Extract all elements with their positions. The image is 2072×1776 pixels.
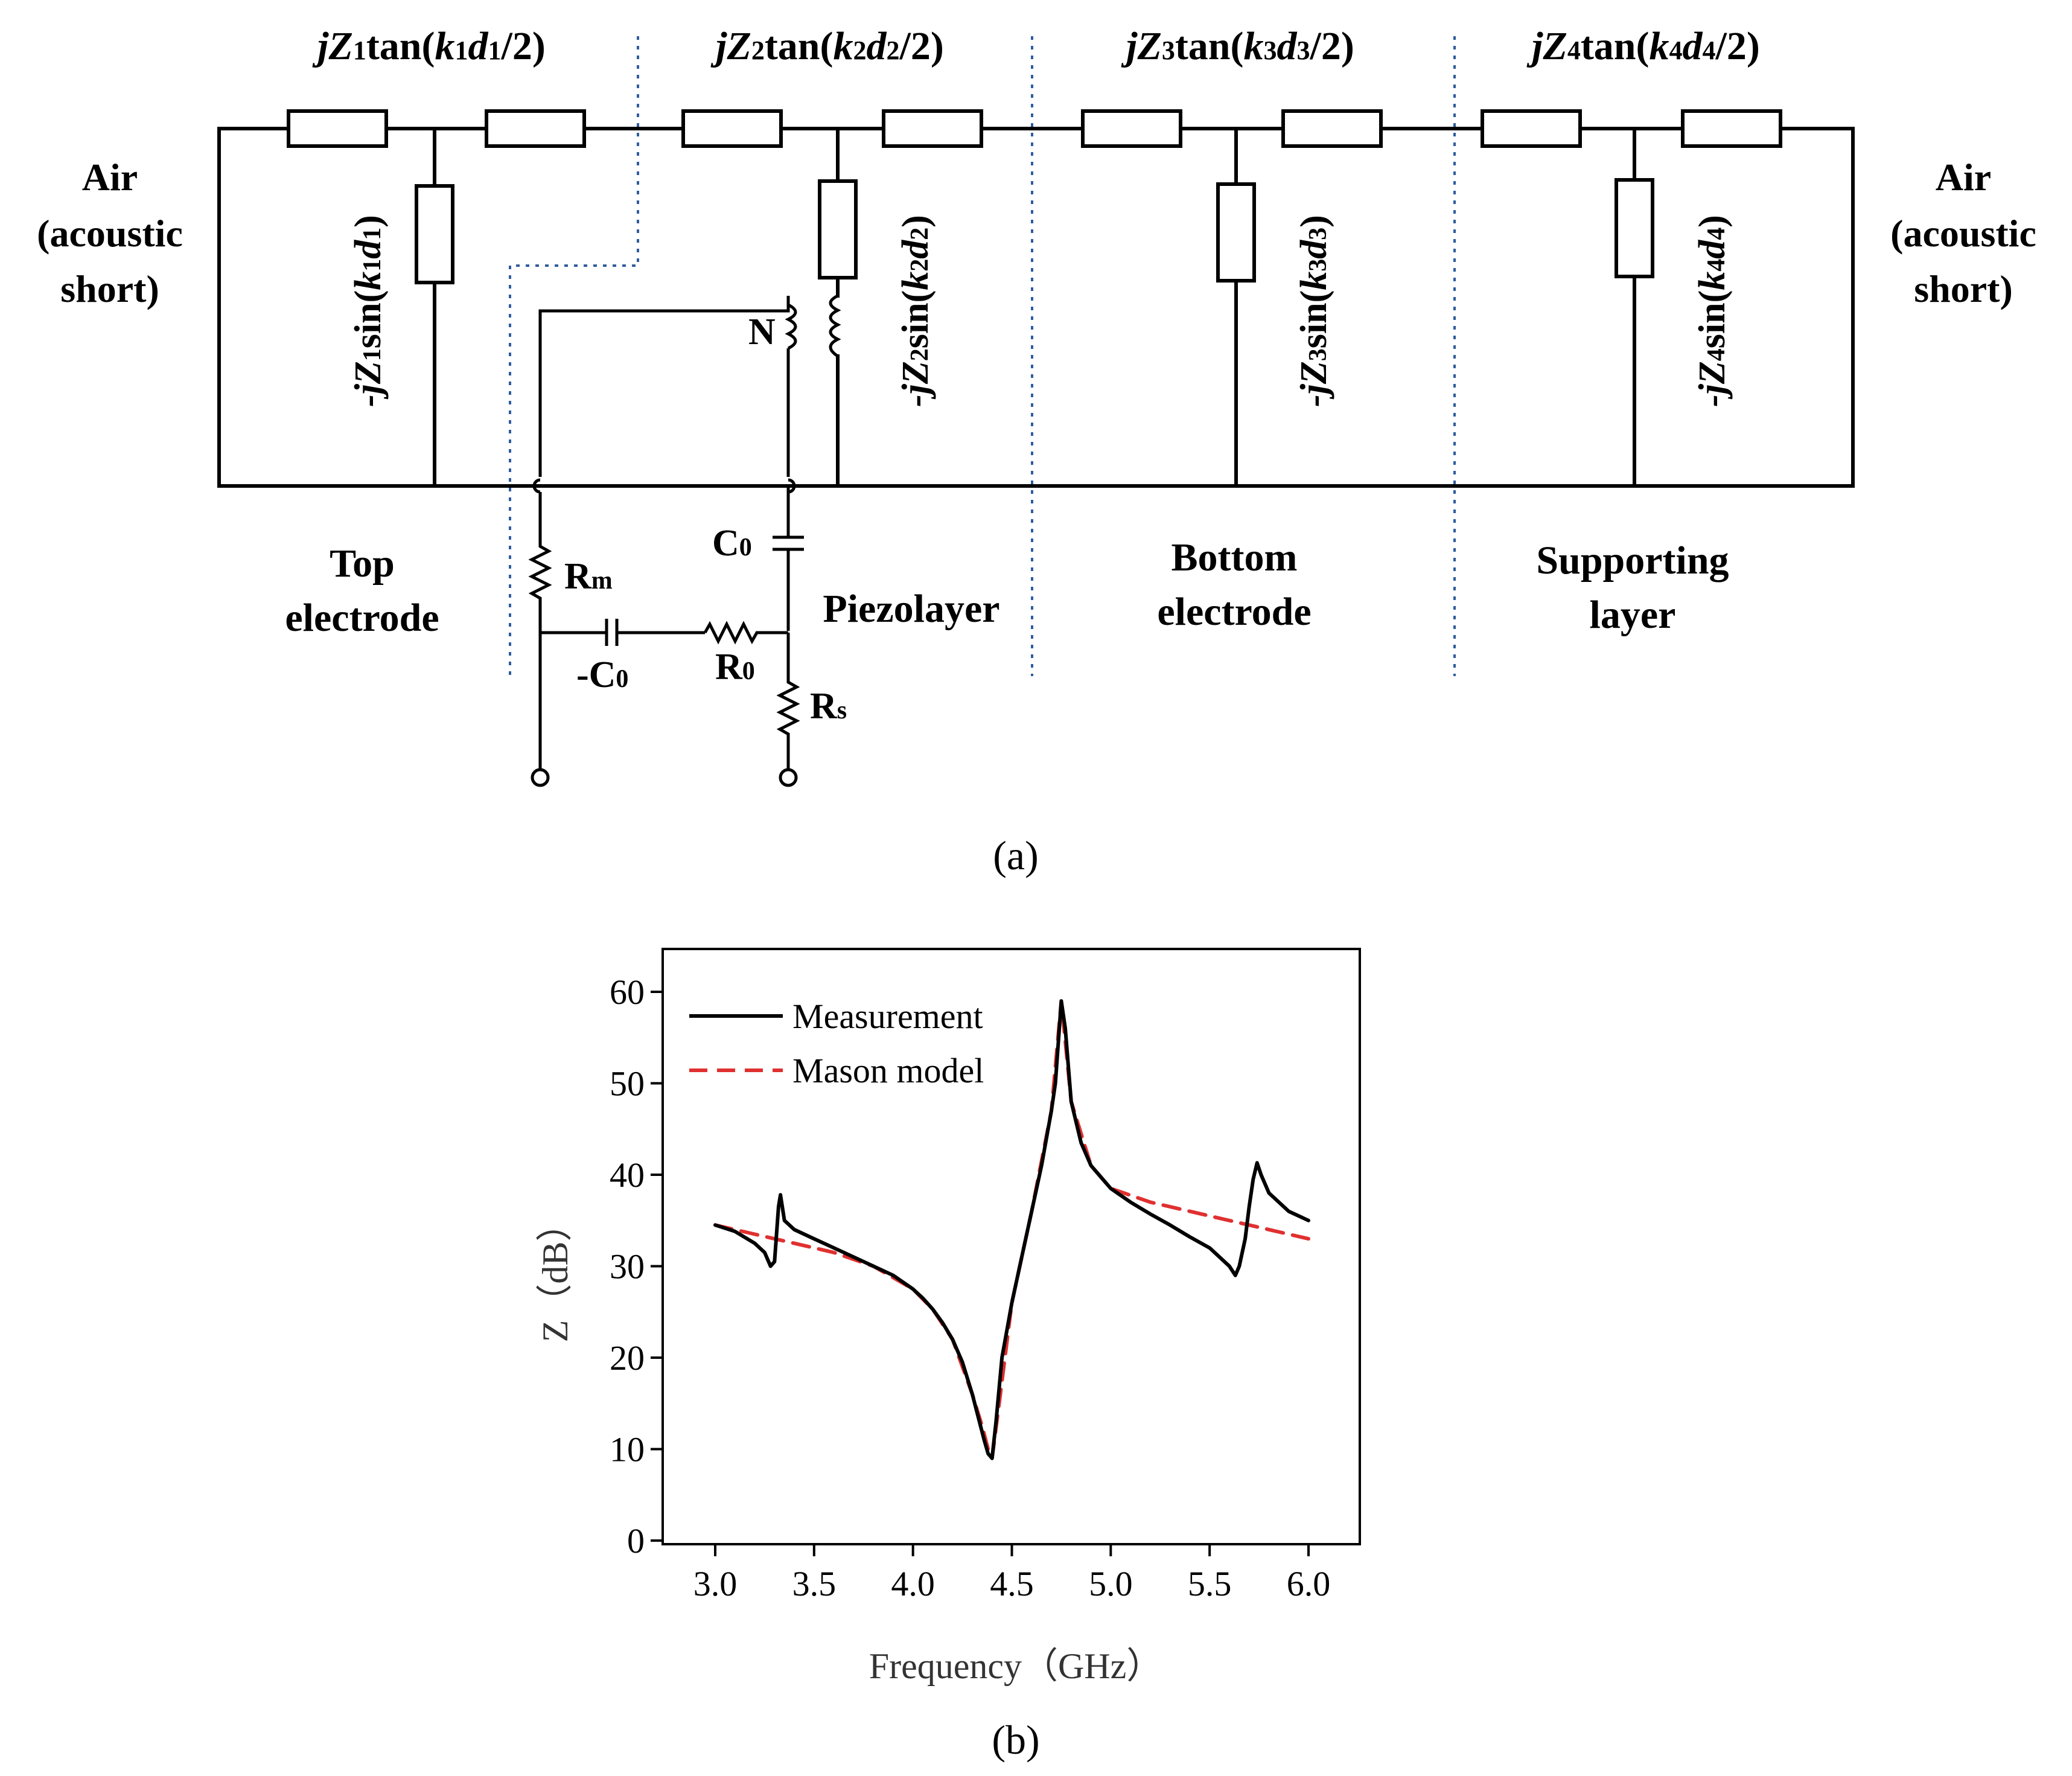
y-tick-label: 20 bbox=[610, 1338, 645, 1378]
y-tick-label: 30 bbox=[610, 1247, 645, 1286]
supporting-layer-label-2: layer bbox=[1590, 593, 1676, 637]
y-tick-label: 50 bbox=[610, 1064, 645, 1104]
right-terminal bbox=[779, 768, 798, 787]
rs-resistor bbox=[776, 633, 800, 770]
series-label-3: jZ3tan(k3d3/2) bbox=[1121, 24, 1354, 68]
x-tick-label: 5.5 bbox=[1188, 1564, 1232, 1603]
x-tick-label: 5.0 bbox=[1089, 1564, 1133, 1603]
rm-label: Rm bbox=[564, 556, 613, 597]
series-box-4a bbox=[1481, 109, 1582, 148]
bottom-electrode-label-1: Bottom bbox=[1171, 535, 1298, 580]
layer-labels: Top electrode Piezolayer Bottom electrod… bbox=[285, 535, 1729, 640]
svg-text:Air: Air bbox=[82, 156, 138, 199]
y-tick-label: 40 bbox=[610, 1155, 645, 1195]
component-labels: N C0 Rm -C0 R0 Rs bbox=[564, 311, 847, 727]
c0-capacitor bbox=[773, 531, 804, 631]
air-left-label: Air (acoustic short) bbox=[37, 156, 183, 310]
caption-a: (a) bbox=[993, 832, 1038, 878]
series-box-2a bbox=[681, 109, 783, 148]
shunt-box-2 bbox=[818, 179, 858, 279]
y-tick-label: 60 bbox=[610, 973, 645, 1012]
supporting-layer-label-1: Supporting bbox=[1536, 538, 1729, 583]
shunt-branches bbox=[415, 127, 1654, 488]
rm-resistor bbox=[528, 492, 552, 770]
x-tick-label: 6.0 bbox=[1287, 1564, 1331, 1603]
legend-label-measurement: Measurement bbox=[792, 997, 983, 1036]
series-box-4b bbox=[1681, 109, 1782, 148]
x-tick-label: 3.0 bbox=[693, 1564, 738, 1603]
shunt-box-1 bbox=[415, 184, 454, 284]
series-layer bbox=[713, 999, 1310, 1460]
svg-text:(acoustic: (acoustic bbox=[1890, 212, 2036, 255]
svg-text:(acoustic: (acoustic bbox=[37, 212, 183, 255]
svg-text:Air: Air bbox=[1936, 156, 1991, 199]
series-impedance-labels: jZ1tan(k1d1/2) jZ2tan(k2d2/2) jZ3tan(k3d… bbox=[312, 24, 1760, 68]
series-label-1: jZ1tan(k1d1/2) bbox=[312, 24, 546, 68]
transformer bbox=[785, 294, 841, 531]
primary-loop-wire bbox=[538, 296, 790, 477]
shunt-box-3 bbox=[1216, 182, 1256, 283]
y-tick-label: 0 bbox=[627, 1521, 645, 1560]
series-line-measurement bbox=[713, 999, 1310, 1460]
impedance-chart: 0 10 20 30 40 50 60 3.0 3.5 4.0 4.5 5.0 5.5 6.0 Meas… bbox=[535, 948, 1361, 1763]
series-box-1b bbox=[485, 109, 586, 148]
piezolayer-label: Piezolayer bbox=[823, 587, 999, 631]
x-tick-label: 4.0 bbox=[891, 1564, 935, 1603]
x-axis-ticks: 3.0 3.5 4.0 4.5 5.0 5.5 6.0 bbox=[693, 1544, 1331, 1603]
air-right-label: Air (acoustic short) bbox=[1890, 156, 2036, 310]
svg-text:short): short) bbox=[1914, 267, 2013, 310]
r0-resistor bbox=[703, 621, 788, 645]
transformer-secondary-coil bbox=[829, 294, 841, 358]
shunt-label-4: -jZ4sin(k4d4) bbox=[1692, 215, 1733, 407]
shunt-label-3: -jZ3sin(k3d3) bbox=[1293, 215, 1334, 407]
x-axis-title: Frequency（GHz） bbox=[869, 1646, 1163, 1686]
mason-circuit: jZ1tan(k1d1/2) jZ2tan(k2d2/2) jZ3tan(k3d… bbox=[37, 24, 2036, 878]
series-box-3a bbox=[1081, 109, 1182, 148]
transformer-label: N bbox=[748, 311, 776, 353]
transformer-primary-coil bbox=[785, 303, 797, 350]
series-label-2: jZ2tan(k2d2/2) bbox=[710, 24, 944, 68]
series-box-1a bbox=[287, 109, 388, 148]
x-tick-label: 4.5 bbox=[990, 1564, 1034, 1603]
y-tick-label: 10 bbox=[610, 1430, 645, 1469]
series-box-3b bbox=[1281, 109, 1383, 148]
y-axis-title: Z（dB） bbox=[535, 1206, 575, 1343]
shunt-box-4 bbox=[1615, 178, 1654, 278]
bottom-electrode-label-2: electrode bbox=[1157, 590, 1311, 634]
neg-c0-capacitor bbox=[540, 619, 705, 646]
series-label-4: jZ4tan(k4d4/2) bbox=[1526, 24, 1760, 68]
caption-b: (b) bbox=[992, 1717, 1039, 1763]
shunt-label-1: -jZ1sin(k1d1) bbox=[348, 215, 389, 407]
shunt-impedance-labels: -jZ1sin(k1d1) -jZ2sin(k2d2) -jZ3sin(k3d3… bbox=[348, 215, 1733, 407]
c0-label: C0 bbox=[712, 523, 752, 564]
plot-frame bbox=[661, 948, 1361, 1545]
shunt-label-2: -jZ2sin(k2d2) bbox=[895, 215, 936, 407]
x-tick-label: 3.5 bbox=[792, 1564, 837, 1603]
legend: Measurement Mason model bbox=[689, 997, 984, 1090]
top-electrode-label-1: Top bbox=[330, 541, 395, 586]
series-impedances bbox=[287, 109, 1782, 148]
neg-c0-label: -C0 bbox=[576, 654, 628, 695]
r0-label: R0 bbox=[715, 647, 755, 688]
series-box-2b bbox=[882, 109, 983, 148]
y-axis-ticks: 0 10 20 30 40 50 60 bbox=[610, 973, 663, 1560]
layer-dividers bbox=[509, 36, 1456, 676]
top-electrode-label-2: electrode bbox=[285, 596, 439, 640]
left-terminal bbox=[531, 768, 550, 787]
svg-text:short): short) bbox=[60, 267, 159, 310]
legend-label-mason: Mason model bbox=[792, 1051, 984, 1090]
rs-label: Rs bbox=[810, 686, 847, 727]
divider-top-piezo bbox=[509, 36, 639, 676]
